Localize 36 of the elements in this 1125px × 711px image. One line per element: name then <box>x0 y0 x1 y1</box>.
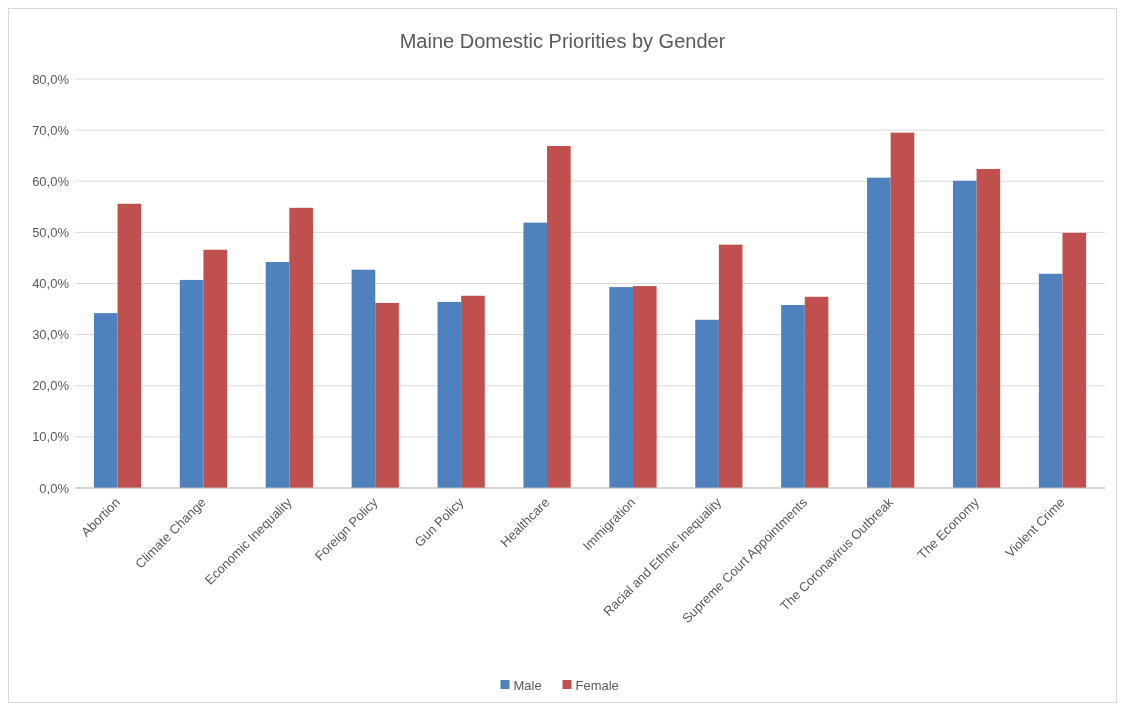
bar <box>718 244 743 488</box>
bar <box>351 269 376 488</box>
bar <box>1062 232 1087 488</box>
bar <box>976 168 1001 488</box>
y-tick-label: 0,0% <box>39 480 70 496</box>
bar <box>609 287 633 488</box>
y-tick-label: 50,0% <box>32 224 70 240</box>
bar <box>179 279 204 488</box>
bar <box>547 145 571 488</box>
bar <box>93 313 118 488</box>
y-tick-label: 40,0% <box>32 276 70 292</box>
y-tick-label: 80,0% <box>32 71 70 87</box>
bar <box>952 180 977 488</box>
bar <box>117 203 142 488</box>
bar <box>890 132 915 488</box>
y-tick-label: 10,0% <box>32 429 70 445</box>
bar <box>781 304 805 488</box>
bar <box>523 222 548 488</box>
chart-title: Maine Domestic Priorities by Gender <box>399 30 726 52</box>
bar <box>695 319 719 488</box>
y-tick-label: 30,0% <box>32 327 70 343</box>
bar <box>804 296 829 488</box>
legend-label: Male <box>513 677 542 693</box>
bar <box>265 262 290 488</box>
bar <box>1038 273 1063 488</box>
y-tick-label: 60,0% <box>32 173 70 189</box>
bar <box>867 177 891 488</box>
bar <box>437 301 462 488</box>
y-tick-label: 70,0% <box>32 122 70 138</box>
legend-label: Female <box>575 677 619 693</box>
bar <box>375 302 399 488</box>
bar <box>632 286 657 488</box>
bar <box>289 207 313 488</box>
y-tick-label: 20,0% <box>32 378 70 394</box>
bar <box>461 295 485 488</box>
bar <box>203 249 228 488</box>
